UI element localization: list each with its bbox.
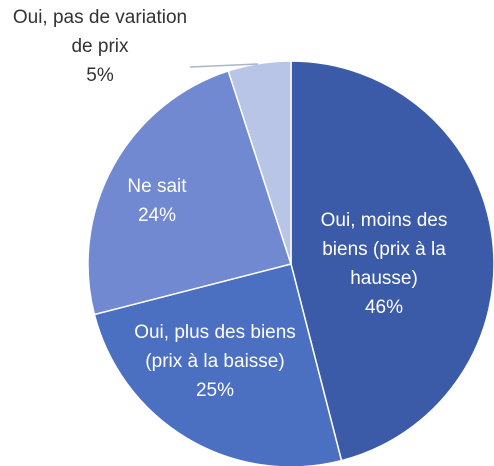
- category-label: Oui, plus des biens (prix à la baisse): [134, 322, 296, 372]
- slice-label: Oui, moins des biens (prix à la hausse) 4…: [299, 206, 469, 322]
- slice-label: Oui, pas de variation de prix 5%: [5, 3, 195, 90]
- pie-slice: [227, 60, 292, 265]
- category-label: Oui, moins des biens (prix à la hausse): [320, 210, 448, 289]
- category-label: Oui, pas de variation de prix: [12, 7, 188, 57]
- leader-line: [189, 63, 259, 68]
- category-label: Ne sait: [127, 176, 187, 197]
- value-label: 24%: [137, 205, 177, 226]
- value-label: 5%: [86, 65, 114, 86]
- pie-slice: [87, 69, 292, 316]
- slice-label: Oui, plus des biens (prix à la baisse) 25…: [130, 318, 300, 405]
- slice-label: Ne sait 24%: [107, 172, 207, 230]
- value-label: 46%: [364, 297, 404, 318]
- pie-slice: [93, 263, 343, 466]
- pie-slice: [290, 60, 494, 462]
- value-label: 25%: [195, 380, 235, 401]
